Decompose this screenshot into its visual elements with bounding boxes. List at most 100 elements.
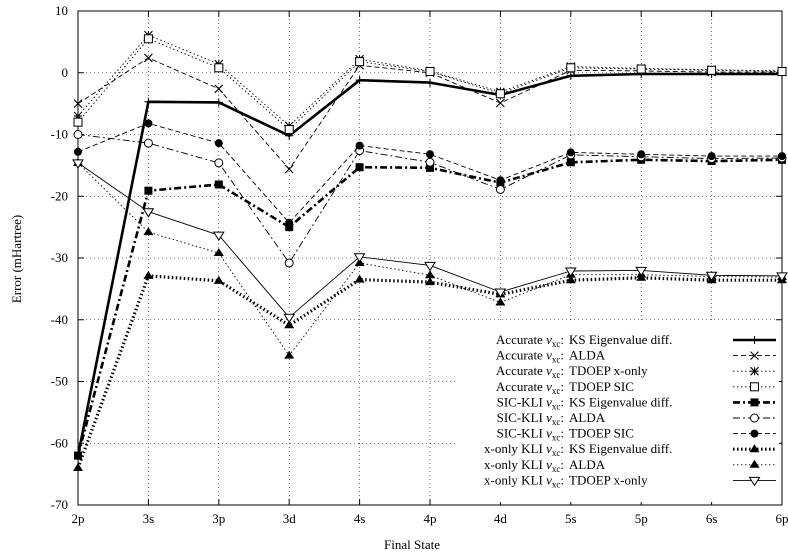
data-point: [750, 366, 759, 376]
marker-stroke: [750, 366, 759, 376]
data-point: [354, 274, 365, 283]
legend-prefix: x-only KLI vxc:: [484, 441, 564, 458]
data-point: [143, 34, 153, 44]
y-tick-label: -60: [51, 435, 68, 450]
data-point: [565, 275, 576, 284]
series-group: [72, 30, 788, 471]
legend-method: TDOEP x-only: [569, 363, 648, 378]
x-tick-label: 4p: [424, 511, 437, 526]
marker-shape: [565, 275, 576, 284]
marker-stroke: [144, 53, 153, 63]
marker-shape: [283, 313, 296, 324]
data-point: [426, 163, 434, 172]
legend-entry: Accurate vxc: KS Eigenvalue diff.: [496, 332, 776, 349]
data-point: [285, 223, 294, 232]
marker-shape: [494, 288, 507, 298]
marker-shape: [212, 231, 225, 242]
data-point: [777, 67, 787, 77]
marker-shape: [749, 444, 760, 453]
y-tick-label: -30: [51, 250, 68, 265]
series-line: [77, 122, 782, 224]
marker-shape: [355, 163, 364, 172]
data-point: [778, 152, 786, 161]
marker-shape: [495, 297, 506, 306]
data-point: [73, 117, 83, 127]
x-tick-label: 4s: [354, 511, 366, 526]
data-point: [750, 413, 759, 423]
marker-shape: [355, 57, 365, 67]
data-point: [566, 148, 575, 157]
marker-shape: [637, 150, 646, 159]
data-point: [214, 63, 224, 73]
data-point: [749, 444, 760, 453]
data-point: [635, 266, 648, 277]
marker-shape: [424, 261, 436, 272]
marker-shape: [143, 227, 154, 236]
marker-shape: [425, 277, 435, 286]
marker-shape: [750, 413, 759, 423]
data-point: [355, 141, 364, 150]
data-point: [705, 271, 718, 282]
data-point: [564, 267, 577, 277]
marker-stroke: [73, 99, 83, 109]
data-point: [72, 159, 84, 169]
legend-entry: SIC-KLI vxc: KS Eigenvalue diff.: [497, 394, 776, 411]
y-tick-label: 0: [62, 65, 69, 80]
marker-shape: [284, 350, 295, 359]
data-point: [750, 382, 759, 392]
data-point: [74, 451, 82, 460]
data-point: [73, 462, 83, 471]
y-axis-title: Error (mHartree): [9, 215, 24, 303]
data-point: [566, 63, 576, 73]
marker-shape: [73, 117, 83, 127]
legend-method: KS Eigenvalue diff.: [569, 394, 672, 409]
x-tick-label: 4d: [494, 511, 508, 526]
x-axis-title: Final State: [384, 537, 440, 552]
data-point: [285, 218, 294, 227]
marker-shape: [707, 152, 716, 161]
data-point: [73, 99, 83, 109]
legend-method: ALDA: [569, 348, 606, 363]
marker-shape: [425, 67, 435, 77]
data-point: [353, 253, 366, 263]
x-tick-label: 2p: [72, 511, 85, 526]
marker-shape: [214, 180, 223, 189]
data-point: [284, 350, 295, 359]
marker-shape: [142, 208, 155, 218]
data-point: [355, 163, 364, 172]
marker-shape: [566, 148, 575, 157]
data-point: [494, 288, 507, 298]
data-point: [144, 97, 153, 106]
marker-shape: [354, 274, 365, 283]
data-point: [214, 139, 223, 148]
plot-frame: [77, 10, 783, 506]
data-point: [749, 459, 760, 468]
data-point: [284, 258, 294, 268]
marker-shape: [750, 398, 759, 407]
data-point: [707, 65, 717, 75]
marker-shape: [72, 159, 84, 169]
legend-prefix: Accurate vxc:: [496, 332, 564, 349]
x-tick-label: 6s: [706, 511, 718, 526]
data-point: [284, 125, 294, 135]
data-point: [74, 147, 82, 156]
data-point: [214, 158, 224, 168]
marker-shape: [749, 459, 760, 468]
data-point: [566, 71, 575, 80]
data-point: [214, 180, 223, 189]
data-point: [143, 138, 153, 148]
data-point: [495, 297, 506, 306]
x-tick-label: 3d: [283, 511, 297, 526]
marker-shape: [748, 476, 761, 487]
y-tick-label: -70: [51, 497, 68, 512]
data-point: [212, 231, 225, 242]
legend-prefix: Accurate vxc:: [496, 348, 564, 365]
marker-shape: [635, 266, 648, 277]
y-tick-label: -20: [51, 188, 68, 203]
marker-shape: [284, 125, 294, 135]
marker-shape: [143, 34, 153, 44]
data-point: [144, 53, 153, 63]
marker-shape: [284, 258, 294, 268]
data-point: [426, 150, 434, 159]
y-tick-label: -10: [51, 127, 68, 142]
